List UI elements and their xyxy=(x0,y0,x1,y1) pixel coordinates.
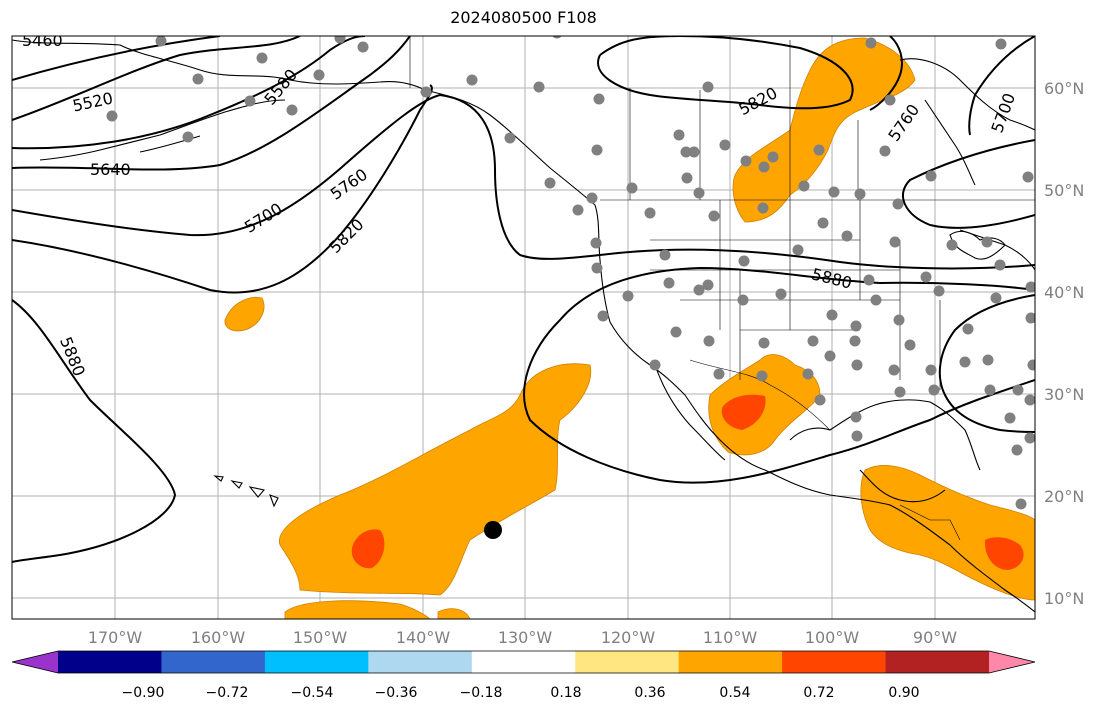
lat-tick-label: 50°N xyxy=(1044,181,1084,200)
lon-tick-label: 160°W xyxy=(191,628,246,647)
longitude-labels: 170°W 160°W 150°W 140°W 130°W 120°W 110°… xyxy=(88,628,957,647)
lon-tick-label: 140°W xyxy=(396,628,451,647)
colorbar-tick-label: 0.54 xyxy=(719,685,750,701)
colorbar-tick-label: 0.72 xyxy=(803,685,834,701)
colorbar-segment xyxy=(368,651,473,673)
colorbar-segment xyxy=(575,651,680,673)
colorbar xyxy=(11,650,1036,674)
map-frame xyxy=(11,35,1036,620)
vertical-velocity-fill-orange xyxy=(224,37,1035,619)
colorbar-tick-label: 0.36 xyxy=(634,685,665,701)
colorbar-labels: −0.90 −0.72 −0.54 −0.36 −0.18 0.18 0.36 … xyxy=(122,685,920,701)
vertical-velocity-fill-red xyxy=(351,394,1024,570)
lon-tick-label: 150°W xyxy=(293,628,348,647)
colorbar-tick-label: −0.72 xyxy=(206,685,249,701)
map-area: 5460 5520 5580 5640 5700 5760 5820 5880 … xyxy=(12,31,1035,619)
colorbar-segment xyxy=(678,651,783,673)
colorbar-tick-label: 0.90 xyxy=(888,685,919,701)
lon-tick-label: 130°W xyxy=(498,628,553,647)
colorbar-outline xyxy=(11,650,1036,674)
lat-tick-label: 20°N xyxy=(1044,487,1084,506)
map-title: 2024080500 F108 xyxy=(450,8,597,27)
latitude-labels: 10°N 20°N 30°N 40°N 50°N 60°N xyxy=(1044,79,1084,608)
location-marker xyxy=(484,521,502,539)
colorbar-extend-low xyxy=(12,651,58,673)
colorbar-tick-label: −0.36 xyxy=(375,685,418,701)
colorbar-segment xyxy=(471,651,576,673)
colorbar-tick-label: 0.18 xyxy=(550,685,581,701)
contour-label: 5460 xyxy=(22,31,63,50)
lon-tick-label: 170°W xyxy=(88,628,143,647)
colorbar-tick-label: −0.90 xyxy=(122,685,165,701)
colorbar-segment xyxy=(782,651,887,673)
political-borders xyxy=(409,36,1035,541)
colorbar-tick-label: −0.54 xyxy=(291,685,334,701)
station-dots xyxy=(106,36,1035,510)
lon-tick-label: 110°W xyxy=(703,628,758,647)
colorbar-segment xyxy=(58,651,162,673)
colorbar-segment xyxy=(885,651,990,673)
lon-tick-label: 100°W xyxy=(805,628,860,647)
colorbar-tick-label: −0.18 xyxy=(460,685,503,701)
lat-tick-label: 60°N xyxy=(1044,79,1084,98)
lat-tick-label: 40°N xyxy=(1044,283,1084,302)
lon-tick-label: 120°W xyxy=(601,628,656,647)
lon-tick-label: 90°W xyxy=(913,628,957,647)
colorbar-segment xyxy=(264,651,369,673)
colorbar-extend-high xyxy=(989,651,1035,673)
contour-label: 5640 xyxy=(90,160,131,179)
lat-tick-label: 10°N xyxy=(1044,589,1084,608)
lat-tick-label: 30°N xyxy=(1044,385,1084,404)
colorbar-segment xyxy=(161,651,266,673)
